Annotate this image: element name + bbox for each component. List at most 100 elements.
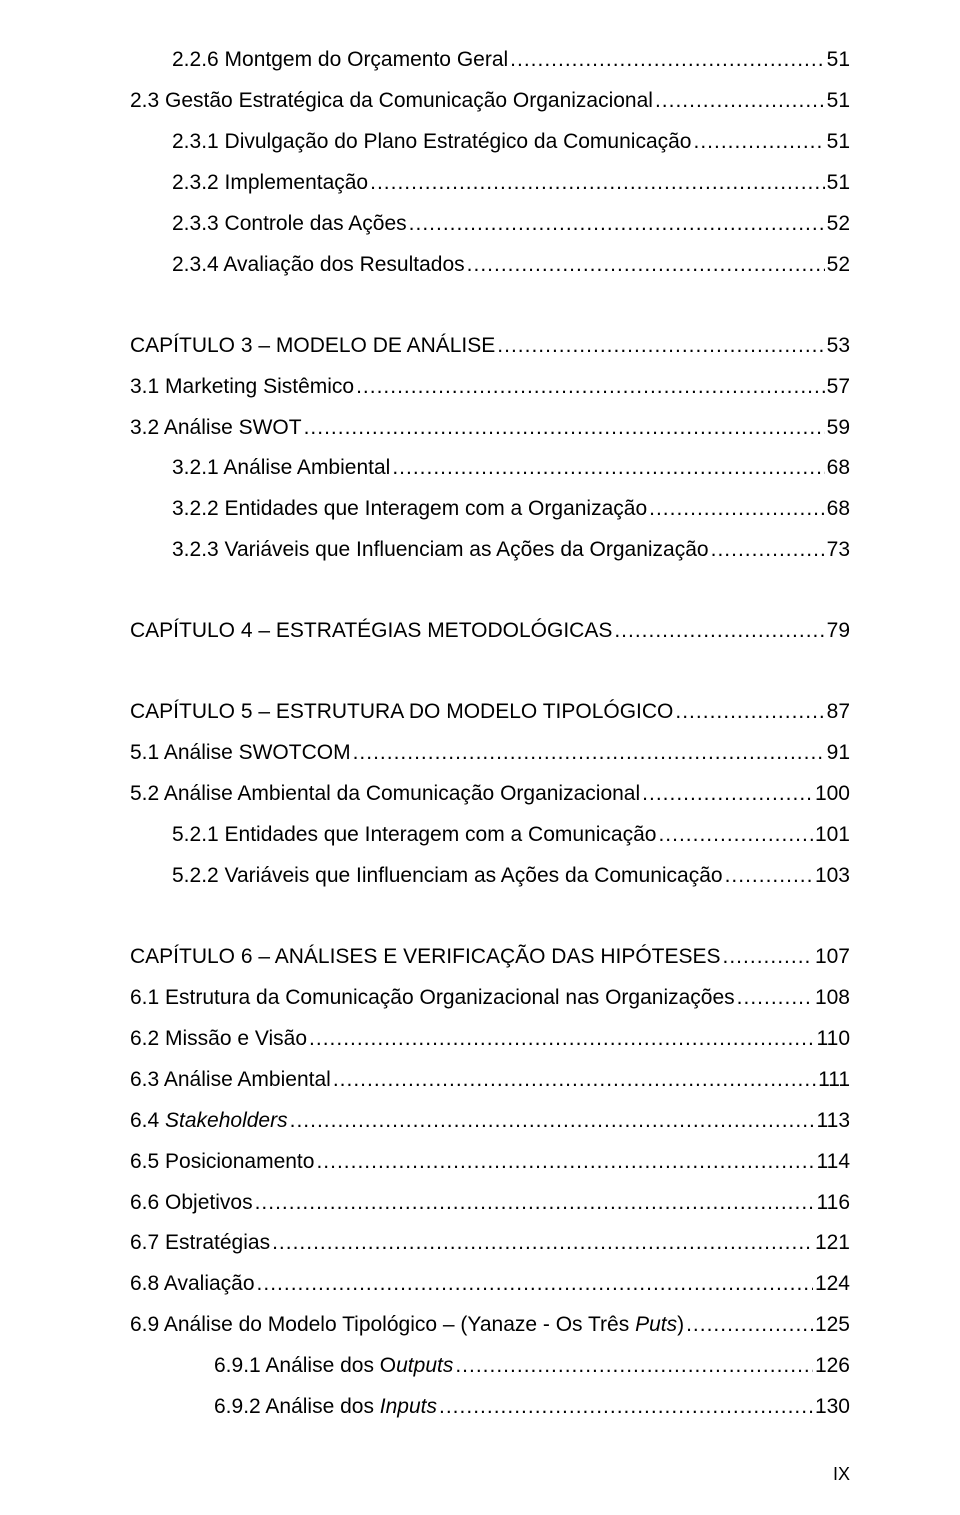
toc-entry: 3.2 Análise SWOT 59 [130,408,850,449]
toc-entry-page: 125 [815,1305,850,1346]
toc-entry: 6.7 Estratégias 121 [130,1223,850,1264]
toc-page: 2.2.6 Montgem do Orçamento Geral 512.3 G… [0,0,960,1488]
toc-entry: 2.3.4 Avaliação dos Resultados 52 [130,245,850,286]
toc-entry-label: 3.2.2 Entidades que Interagem com a Orga… [172,489,647,530]
toc-entry-page: 51 [827,40,850,81]
toc-entry-label: 6.9.1 Análise dos Outputs [214,1346,453,1387]
toc-leader-dots [723,937,813,978]
toc-entry-label: 5.2 Análise Ambiental da Comunicação Org… [130,774,640,815]
toc-entry-page: 52 [827,245,850,286]
toc-leader-dots [675,692,824,733]
toc-entry-label: CAPÍTULO 5 – ESTRUTURA DO MODELO TIPOLÓG… [130,692,673,733]
toc-entry-label: 5.1 Análise SWOTCOM [130,733,351,774]
toc-leader-dots [257,1264,813,1305]
toc-entry: CAPÍTULO 6 – ANÁLISES E VERIFICAÇÃO DAS … [130,937,850,978]
toc-entry-page: 51 [827,122,850,163]
toc-entry-label: 6.5 Posicionamento [130,1142,314,1183]
toc-entry-page: 107 [815,937,850,978]
toc-gap [130,286,850,326]
toc-leader-dots [333,1060,816,1101]
toc-entry: 6.1 Estrutura da Comunicação Organizacio… [130,978,850,1019]
toc-entry-label: 5.2.2 Variáveis que Iinfluenciam as Açõe… [172,856,723,897]
toc-entry: 6.6 Objetivos 116 [130,1183,850,1224]
toc-entry-page: 59 [827,408,850,449]
toc-entry-page: 91 [827,733,850,774]
toc-entry: CAPÍTULO 3 – MODELO DE ANÁLISE 53 [130,326,850,367]
toc-entry-label: 6.4 Stakeholders [130,1101,288,1142]
toc-entry-page: 51 [827,163,850,204]
toc-entry-page: 79 [827,611,850,652]
toc-entry-page: 116 [817,1183,850,1224]
toc-entry: 5.2.1 Entidades que Interagem com a Comu… [130,815,850,856]
toc-entry-page: 121 [815,1223,850,1264]
toc-entry: 6.2 Missão e Visão 110 [130,1019,850,1060]
toc-entry-page: 124 [815,1264,850,1305]
toc-entry-page: 103 [815,856,850,897]
toc-gap [130,652,850,692]
toc-entry: 2.3.3 Controle das Ações 52 [130,204,850,245]
toc-entry-page: 68 [827,489,850,530]
toc-entry: 6.5 Posicionamento 114 [130,1142,850,1183]
toc-entry-label: 6.9 Análise do Modelo Tipológico – (Yana… [130,1305,684,1346]
toc-entry: 6.8 Avaliação 124 [130,1264,850,1305]
toc-entry-label: 6.7 Estratégias [130,1223,270,1264]
toc-entry: 6.9.1 Análise dos Outputs 126 [130,1346,850,1387]
toc-entry-label: 3.1 Marketing Sistêmico [130,367,354,408]
toc-entry-label: 2.3.1 Divulgação do Plano Estratégico da… [172,122,691,163]
toc-entry-label: 6.2 Missão e Visão [130,1019,307,1060]
toc-leader-dots [658,815,812,856]
toc-entry-label: 3.2.3 Variáveis que Influenciam as Ações… [172,530,709,571]
toc-leader-dots [642,774,813,815]
toc-leader-dots [737,978,813,1019]
toc-entry-page: 57 [827,367,850,408]
toc-entry-label: 6.1 Estrutura da Comunicação Organizacio… [130,978,735,1019]
toc-entry-label: 6.3 Análise Ambiental [130,1060,331,1101]
toc-entry-label: 6.6 Objetivos [130,1183,253,1224]
toc-entry: 6.3 Análise Ambiental 111 [130,1060,850,1101]
toc-leader-dots [304,408,825,449]
toc-entry: 6.9 Análise do Modelo Tipológico – (Yana… [130,1305,850,1346]
toc-leader-dots [614,611,824,652]
toc-leader-dots [686,1305,813,1346]
toc-entry-label: 6.8 Avaliação [130,1264,255,1305]
toc-entry-page: 100 [815,774,850,815]
toc-leader-dots [711,530,825,571]
toc-entry: 6.9.2 Análise dos Inputs 130 [130,1387,850,1428]
toc-list: 2.2.6 Montgem do Orçamento Geral 512.3 G… [130,40,850,1428]
toc-entry-page: 53 [827,326,850,367]
toc-entry: 2.3.1 Divulgação do Plano Estratégico da… [130,122,850,163]
toc-entry-label: 2.3 Gestão Estratégica da Comunicação Or… [130,81,653,122]
toc-entry-label: 5.2.1 Entidades que Interagem com a Comu… [172,815,656,856]
toc-leader-dots [356,367,825,408]
toc-leader-dots [353,733,825,774]
toc-leader-dots [370,163,825,204]
toc-leader-dots [693,122,824,163]
toc-gap [130,897,850,937]
toc-entry-label: 2.2.6 Montgem do Orçamento Geral [172,40,508,81]
toc-entry-label: CAPÍTULO 6 – ANÁLISES E VERIFICAÇÃO DAS … [130,937,721,978]
toc-leader-dots [290,1101,815,1142]
toc-leader-dots [655,81,825,122]
toc-entry: 2.3 Gestão Estratégica da Comunicação Or… [130,81,850,122]
toc-entry: 3.2.3 Variáveis que Influenciam as Ações… [130,530,850,571]
toc-entry-page: 110 [817,1019,850,1060]
toc-entry: 6.4 Stakeholders 113 [130,1101,850,1142]
toc-entry-label: CAPÍTULO 3 – MODELO DE ANÁLISE [130,326,495,367]
toc-entry-page: 73 [827,530,850,571]
toc-entry: 5.2.2 Variáveis que Iinfluenciam as Açõe… [130,856,850,897]
toc-leader-dots [392,448,824,489]
toc-entry: 5.1 Análise SWOTCOM 91 [130,733,850,774]
toc-entry-page: 126 [815,1346,850,1387]
toc-leader-dots [725,856,813,897]
toc-entry: 3.1 Marketing Sistêmico 57 [130,367,850,408]
toc-leader-dots [455,1346,813,1387]
toc-entry-page: 87 [827,692,850,733]
toc-entry-label: 2.3.2 Implementação [172,163,368,204]
toc-leader-dots [255,1183,815,1224]
toc-entry: 2.3.2 Implementação 51 [130,163,850,204]
toc-entry-page: 101 [815,815,850,856]
page-footer-number: IX [833,1464,850,1485]
toc-entry: 3.2.1 Análise Ambiental 68 [130,448,850,489]
toc-entry: 2.2.6 Montgem do Orçamento Geral 51 [130,40,850,81]
toc-entry: 5.2 Análise Ambiental da Comunicação Org… [130,774,850,815]
